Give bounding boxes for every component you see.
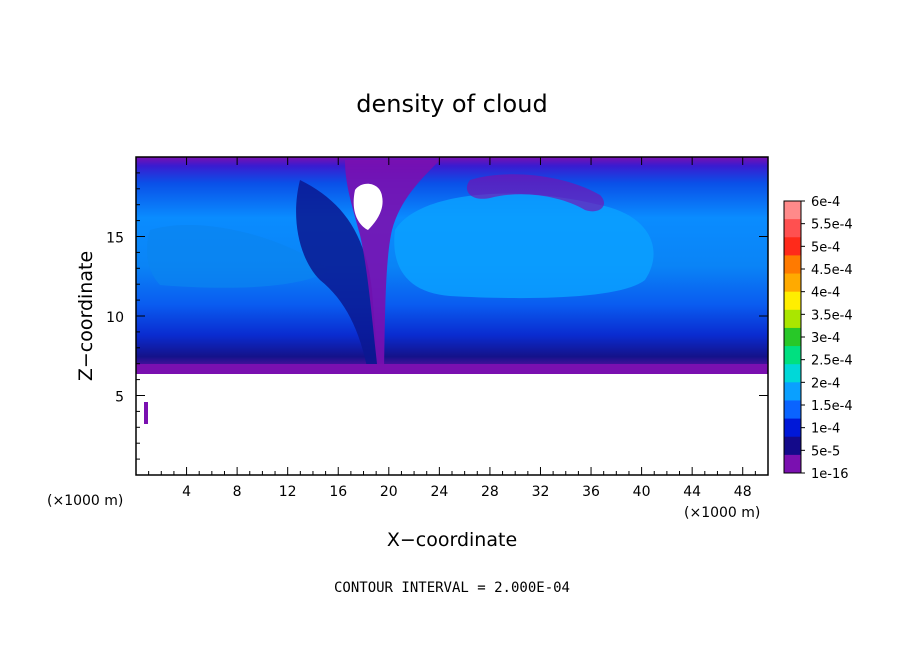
colorbar-segment [784,364,801,383]
cloud-core-left [147,224,330,288]
colorbar-label: 4e-4 [811,286,840,301]
vortex-swirl [466,174,605,212]
x-axis-ticks: 4 8 12 16 20 24 28 32 36 40 44 48 [148,157,756,500]
clear-air-pocket [353,183,383,230]
colorbar-segment [784,237,801,256]
colorbar-label: 5.5e-4 [811,218,853,233]
y-axis-label: Z−coordinate [75,251,97,381]
colorbar-label: 2e-4 [811,376,840,391]
colorbar-segment [784,346,801,365]
residual-patch [144,402,148,424]
y-tick-label: 10 [106,310,124,326]
colorbar-label: 6e-4 [811,195,840,210]
x-tick-label: 20 [380,484,398,500]
colorbar-label: 1.5e-4 [811,399,853,414]
colorbar-segment [784,418,801,438]
colorbar-label: 5e-5 [811,444,840,459]
colorbar-segment [784,382,801,401]
x-tick-label: 32 [532,484,550,500]
colorbar-label: 1e-16 [811,467,849,482]
y-axis-ticks: 5 10 15 [106,172,768,460]
colorbar-label: 1e-4 [811,422,840,437]
plot-area [135,156,769,476]
cloud-base [136,364,768,374]
colorbar-segment [784,291,801,311]
x-tick-label: 24 [430,484,448,500]
contour-interval-note: CONTOUR INTERVAL = 2.000E-04 [334,580,570,596]
colorbar-segment [784,255,801,275]
x-tick-label: 36 [582,484,600,500]
x-tick-label: 40 [633,484,651,500]
colorbar: 6e-4 5.5e-4 5e-4 4.5e-4 4e-4 3.5e-4 3e-4 2.5e-4… [783,195,853,482]
x-tick-label: 48 [734,484,752,500]
colorbar-segment [784,201,801,220]
colorbar-label: 5e-4 [811,240,840,255]
x-tick-label: 16 [329,484,347,500]
cloud-core-right [394,193,654,299]
colorbar-segment [784,309,801,329]
colorbar-segment [784,454,801,474]
y-tick-label: 15 [106,231,124,247]
colorbar-label: 4.5e-4 [811,263,853,278]
updraft-column [296,180,380,372]
x-unit-label-right: (×1000 m) [684,505,760,521]
x-unit-label-left: (×1000 m) [47,493,123,509]
x-tick-label: 8 [233,484,242,500]
y-tick-label: 5 [115,390,124,406]
colorbar-label: 2.5e-4 [811,354,853,369]
colorbar-label: 3e-4 [811,331,840,346]
colorbar-segment [784,219,801,238]
colorbar-label: 3.5e-4 [811,308,853,323]
x-tick-label: 4 [182,484,191,500]
colorbar-segment [784,327,801,347]
x-tick-label: 28 [481,484,499,500]
colorbar-segment [784,400,801,420]
x-axis-label: X−coordinate [387,529,517,551]
chart-title: density of cloud [356,90,547,118]
colorbar-segment [784,436,801,456]
colorbar-segment [784,273,801,293]
x-tick-label: 12 [279,484,297,500]
x-tick-label: 44 [683,484,701,500]
